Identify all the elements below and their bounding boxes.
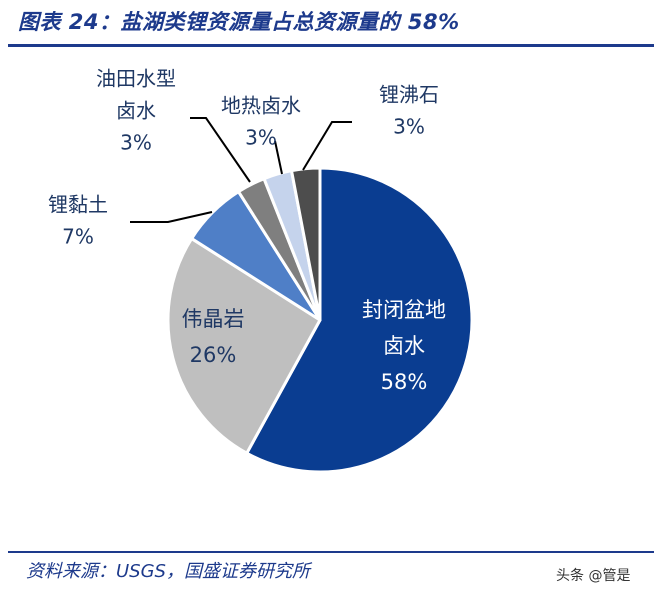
- slice-label-0-line-1: 卤水: [383, 334, 425, 358]
- source-note: 资料来源：USGS，国盛证券研究所: [26, 561, 310, 582]
- slice-label-4-line-1: 3%: [245, 126, 277, 150]
- title-divider: [8, 44, 654, 47]
- slice-label-1-line-0: 伟晶岩: [182, 307, 245, 331]
- slice-label-1-line-1: 26%: [190, 343, 237, 367]
- footer-divider: [8, 551, 654, 553]
- pie-slice-5: [290, 166, 322, 322]
- leader-line-3: [190, 117, 251, 183]
- leader-line-5: [302, 121, 352, 171]
- pie-slice-1: [166, 237, 322, 455]
- leader-line-2: [130, 211, 213, 223]
- slice-label-0-line-2: 58%: [381, 370, 428, 394]
- pie-slice-0: [245, 166, 474, 474]
- slice-label-2-line-1: 7%: [62, 225, 94, 249]
- slice-label-4-line-0: 地热卤水: [221, 94, 301, 118]
- slice-label-5-line-1: 3%: [393, 115, 425, 139]
- leader-line-4: [274, 140, 283, 175]
- watermark: 头条 @管是: [556, 568, 631, 584]
- slice-label-3-line-2: 3%: [120, 131, 152, 155]
- slice-label-0-line-0: 封闭盆地: [362, 298, 446, 322]
- slice-label-2-line-0: 锂黏土: [48, 193, 108, 217]
- slice-label-5-line-0: 锂沸石: [379, 83, 439, 107]
- slice-label-3-line-0: 油田水型: [96, 67, 176, 91]
- slice-label-3-line-1: 卤水: [116, 99, 156, 123]
- chart-title: 图表 24：盐湖类锂资源量占总资源量的 58%: [18, 10, 460, 34]
